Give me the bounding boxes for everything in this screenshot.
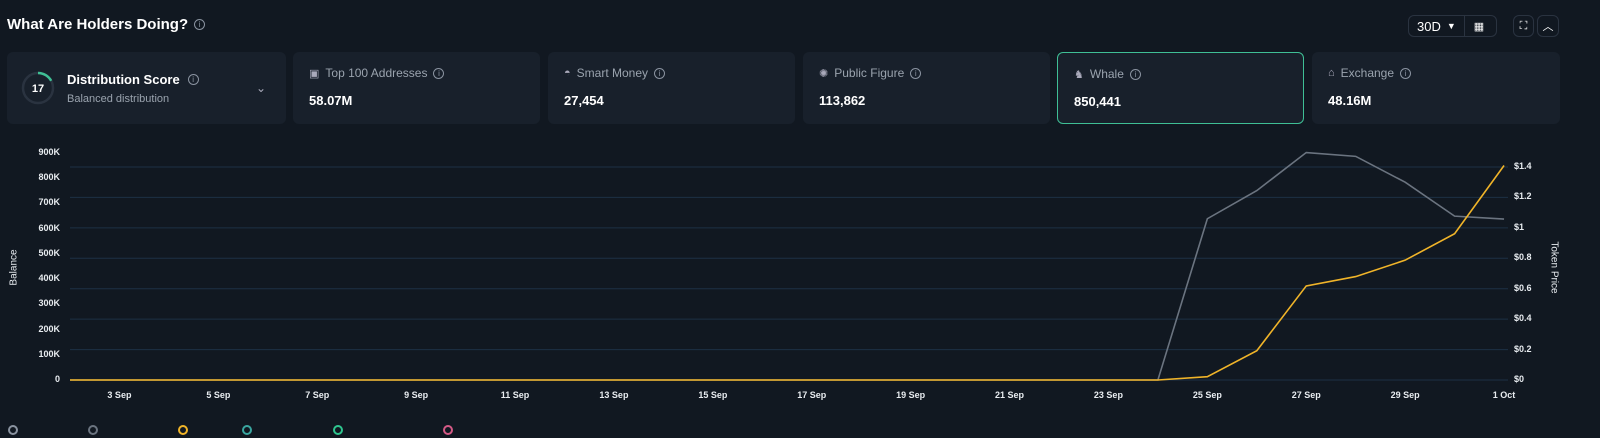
info-icon[interactable]: i [194, 19, 206, 30]
metric-label-text: Exchange [1340, 66, 1395, 80]
metric-value: 48.16M [1328, 93, 1372, 108]
legend-dot-icon [88, 425, 98, 435]
y2-tick-label: $0.6 [1514, 282, 1532, 293]
legend-item[interactable] [178, 425, 188, 435]
chevron-down-icon[interactable]: ⌄ [255, 81, 266, 95]
info-icon[interactable]: i [910, 67, 922, 79]
y2-tick-label: $1.4 [1514, 161, 1532, 171]
y2-tick-label: $0.4 [1514, 313, 1532, 324]
info-icon[interactable]: i [187, 73, 199, 85]
score-value: 17 [32, 83, 44, 95]
info-icon[interactable]: i [654, 67, 666, 79]
score-subtitle: Balanced distribution [67, 92, 170, 105]
metric-label-text: Top 100 Addresses [325, 66, 428, 80]
y2-tick-label: $1.2 [1514, 191, 1532, 202]
caret-down-icon: ▼ [1446, 21, 1456, 31]
y2-tick-label: $0.8 [1514, 252, 1532, 263]
wallet-icon: ▣ [309, 67, 320, 80]
metric-value: 850,441 [1074, 94, 1121, 109]
legend-dot-icon [178, 425, 188, 435]
score-title: Distribution Score [67, 71, 180, 87]
y-tick-label: 0 [54, 374, 60, 384]
info-icon[interactable]: i [433, 67, 445, 79]
calendar-icon[interactable]: ▦ [1473, 20, 1485, 33]
x-tick-label: 29 Sep [1390, 390, 1420, 400]
info-icon[interactable]: i [1129, 68, 1141, 80]
collapse-chevron-icon[interactable]: ︿ [1537, 15, 1559, 37]
metric-value: 27,454 [564, 93, 604, 108]
metric-label: ▣ Top 100 Addresses i [309, 66, 524, 80]
legend-dot-icon [8, 425, 18, 435]
star-badge-icon: ✺ [819, 67, 829, 80]
metric-label-text: Public Figure [834, 66, 905, 80]
metric-card[interactable]: ▣ Top 100 Addresses i 58.07M [293, 52, 540, 124]
metric-value: 113,862 [819, 93, 866, 108]
metric-card[interactable]: ✺ Public Figure i 113,862 [803, 52, 1050, 124]
x-tick-label: 13 Sep [599, 390, 629, 400]
y-tick-label: 700K [38, 197, 60, 208]
info-icon[interactable]: i [1400, 67, 1412, 79]
metric-label: ◓ Smart Money i [564, 66, 779, 80]
metric-card[interactable]: ⌂ Exchange i 48.16M [1312, 52, 1560, 124]
x-tick-label: 9 Sep [404, 390, 429, 400]
legend-dot-icon [333, 425, 343, 435]
y2-tick-label: $0 [1514, 374, 1525, 384]
metric-label: ✺ Public Figure i [819, 66, 1034, 80]
y-tick-label: 600K [38, 222, 60, 233]
metric-label-text: Smart Money [576, 66, 649, 80]
legend-dot-icon [242, 425, 252, 435]
range-value: 30D [1417, 18, 1441, 34]
legend-item[interactable] [333, 425, 343, 435]
x-tick-label: 15 Sep [698, 390, 728, 400]
x-tick-label: 25 Sep [1192, 390, 1222, 400]
y2-tick-label: $1 [1514, 221, 1525, 232]
legend-item[interactable] [443, 425, 453, 435]
y-tick-label: 300K [38, 298, 60, 309]
x-tick-label: 21 Sep [995, 390, 1025, 400]
y2-tick-label: $0.2 [1514, 343, 1532, 354]
range-select[interactable]: 30D ▼ [1409, 16, 1465, 36]
balance-line [70, 165, 1505, 381]
metric-label: ⌂ Exchange i [1328, 66, 1544, 80]
metric-value: 58.07M [309, 93, 353, 108]
metric-label: ♞ Whale i [1074, 67, 1287, 81]
page-title: What Are Holders Doing? i [7, 16, 206, 33]
range-control: 30D ▼ ▦ [1408, 15, 1497, 37]
y2-axis-title: Token Price [1548, 241, 1560, 294]
y-tick-label: 200K [38, 323, 60, 334]
legend-dot-icon [443, 425, 453, 435]
score-ring: 17 [21, 71, 55, 105]
legend-item[interactable] [242, 425, 252, 435]
x-tick-label: 17 Sep [797, 390, 827, 400]
y-axis-title: Balance [8, 249, 20, 286]
title-text: What Are Holders Doing? [7, 16, 189, 33]
fullscreen-icon[interactable]: ⛶ [1513, 15, 1534, 37]
x-tick-label: 19 Sep [896, 390, 926, 400]
y-tick-label: 100K [38, 348, 60, 359]
bank-icon: ⌂ [1328, 67, 1335, 79]
y-tick-label: 900K [38, 147, 60, 157]
y-tick-label: 400K [38, 273, 60, 284]
metric-label-text: Whale [1089, 67, 1124, 81]
x-tick-label: 7 Sep [305, 390, 330, 400]
x-tick-label: 3 Sep [107, 390, 132, 400]
token-price-line [70, 151, 1505, 381]
y-tick-label: 800K [38, 172, 60, 183]
legend-item[interactable] [8, 425, 18, 435]
metric-card[interactable]: ♞ Whale i 850,441 [1057, 52, 1304, 124]
legend-item[interactable] [88, 425, 98, 435]
y-tick-label: 500K [38, 247, 60, 258]
metric-card[interactable]: ◓ Smart Money i 27,454 [548, 52, 795, 124]
x-tick-label: 11 Sep [500, 390, 530, 400]
x-tick-label: 1 Oct [1492, 390, 1516, 400]
brain-icon: ◓ [564, 67, 571, 79]
x-tick-label: 27 Sep [1291, 390, 1321, 400]
x-tick-label: 5 Sep [206, 390, 231, 400]
distribution-score-card[interactable]: 17 Distribution Score i Balanced distribu… [7, 52, 286, 124]
x-tick-label: 23 Sep [1093, 390, 1123, 400]
whale-icon: ♞ [1074, 68, 1084, 81]
